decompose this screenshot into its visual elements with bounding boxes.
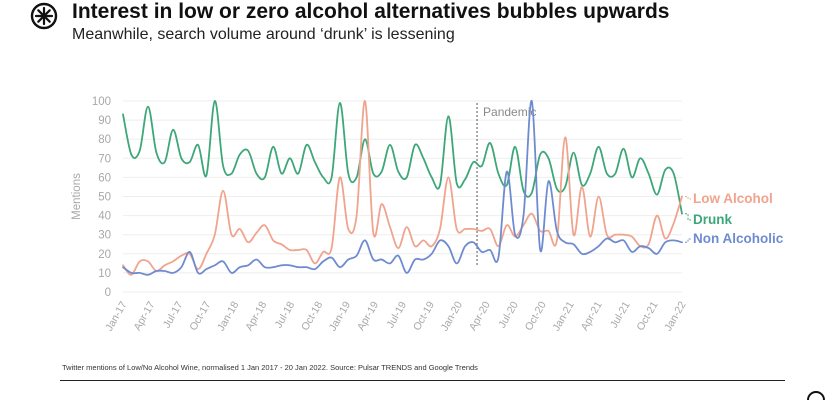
- y-tick-label: 10: [98, 268, 111, 280]
- x-tick-label: Oct-21: [634, 299, 660, 332]
- source-footnote: Twitter mentions of Low/No Alcohol Wine,…: [62, 363, 478, 372]
- y-tick-label: 100: [92, 96, 111, 108]
- pandemic-annotation: Pandemic: [476, 103, 536, 266]
- chart-subtitle: Meanwhile, search volume around ‘drunk’ …: [72, 26, 455, 43]
- y-tick-label: 60: [98, 172, 111, 184]
- x-tick-label: Oct-20: [523, 299, 549, 332]
- x-tick-label: Jul-21: [608, 299, 633, 330]
- series-line-low-alcohol: [122, 100, 683, 276]
- legend-connector: [685, 213, 691, 221]
- y-tick-label: 40: [98, 211, 111, 223]
- y-tick-label: 80: [98, 134, 111, 146]
- x-tick-label: Jan-18: [215, 299, 242, 333]
- legend-label-low-alcohol: Low Alcohol: [693, 191, 773, 206]
- y-tick-label: 30: [98, 230, 111, 242]
- x-tick-label: Jul-17: [161, 299, 186, 330]
- legend-connector: [685, 238, 691, 243]
- x-tick-label: Jan-19: [327, 299, 354, 333]
- y-tick-label: 90: [98, 115, 111, 127]
- x-tick-label: Apr-19: [355, 299, 381, 332]
- x-tick-label: Jul-19: [384, 299, 409, 330]
- x-tick-label: Apr-20: [467, 299, 493, 332]
- legend-label-drunk: Drunk: [693, 212, 732, 227]
- chart-title: Interest in low or zero alcohol alternat…: [72, 0, 670, 23]
- pandemic-label: Pandemic: [483, 105, 536, 119]
- footer-divider: [60, 380, 785, 381]
- x-tick-label: Jan-20: [439, 299, 466, 333]
- x-tick-label: Jan-22: [662, 299, 689, 333]
- y-tick-label: 70: [98, 153, 111, 165]
- x-tick-label: Jan-21: [550, 299, 577, 333]
- legend: Low Alcohol Drunk Non Alcoholic: [685, 191, 784, 246]
- x-tick-label: Jan-17: [103, 299, 130, 333]
- x-tick-label: Jul-20: [496, 299, 521, 330]
- x-tick-label: Oct-18: [299, 299, 325, 332]
- x-tick-label: Oct-19: [411, 299, 437, 332]
- x-tick-label: Jul-18: [273, 299, 298, 330]
- legend-label-non-alcoholic: Non Alcoholic: [693, 231, 784, 246]
- y-axis: 0 10 20 30 40 50 60 70 80 90 100 Mentions: [71, 96, 111, 299]
- x-tick-label: Apr-21: [579, 299, 605, 332]
- x-tick-label: Oct-17: [187, 299, 213, 332]
- x-axis: Jan-17 Apr-17 Jul-17 Oct-17 Jan-18 Apr-18 Jul-…: [103, 299, 689, 333]
- y-tick-label: 20: [98, 249, 111, 261]
- brand-mark-icon: [807, 391, 825, 400]
- y-axis-title: Mentions: [71, 173, 83, 220]
- y-tick-label: 0: [105, 287, 111, 299]
- y-tick-label: 50: [98, 192, 111, 204]
- legend-connector: [685, 196, 691, 200]
- series-line-non-alcoholic: [122, 100, 683, 276]
- series-layer: [122, 100, 683, 276]
- wheel-logo-icon: [30, 2, 58, 30]
- series-line-drunk: [122, 100, 683, 215]
- x-tick-label: Apr-17: [131, 299, 157, 332]
- x-tick-label: Apr-18: [243, 299, 269, 332]
